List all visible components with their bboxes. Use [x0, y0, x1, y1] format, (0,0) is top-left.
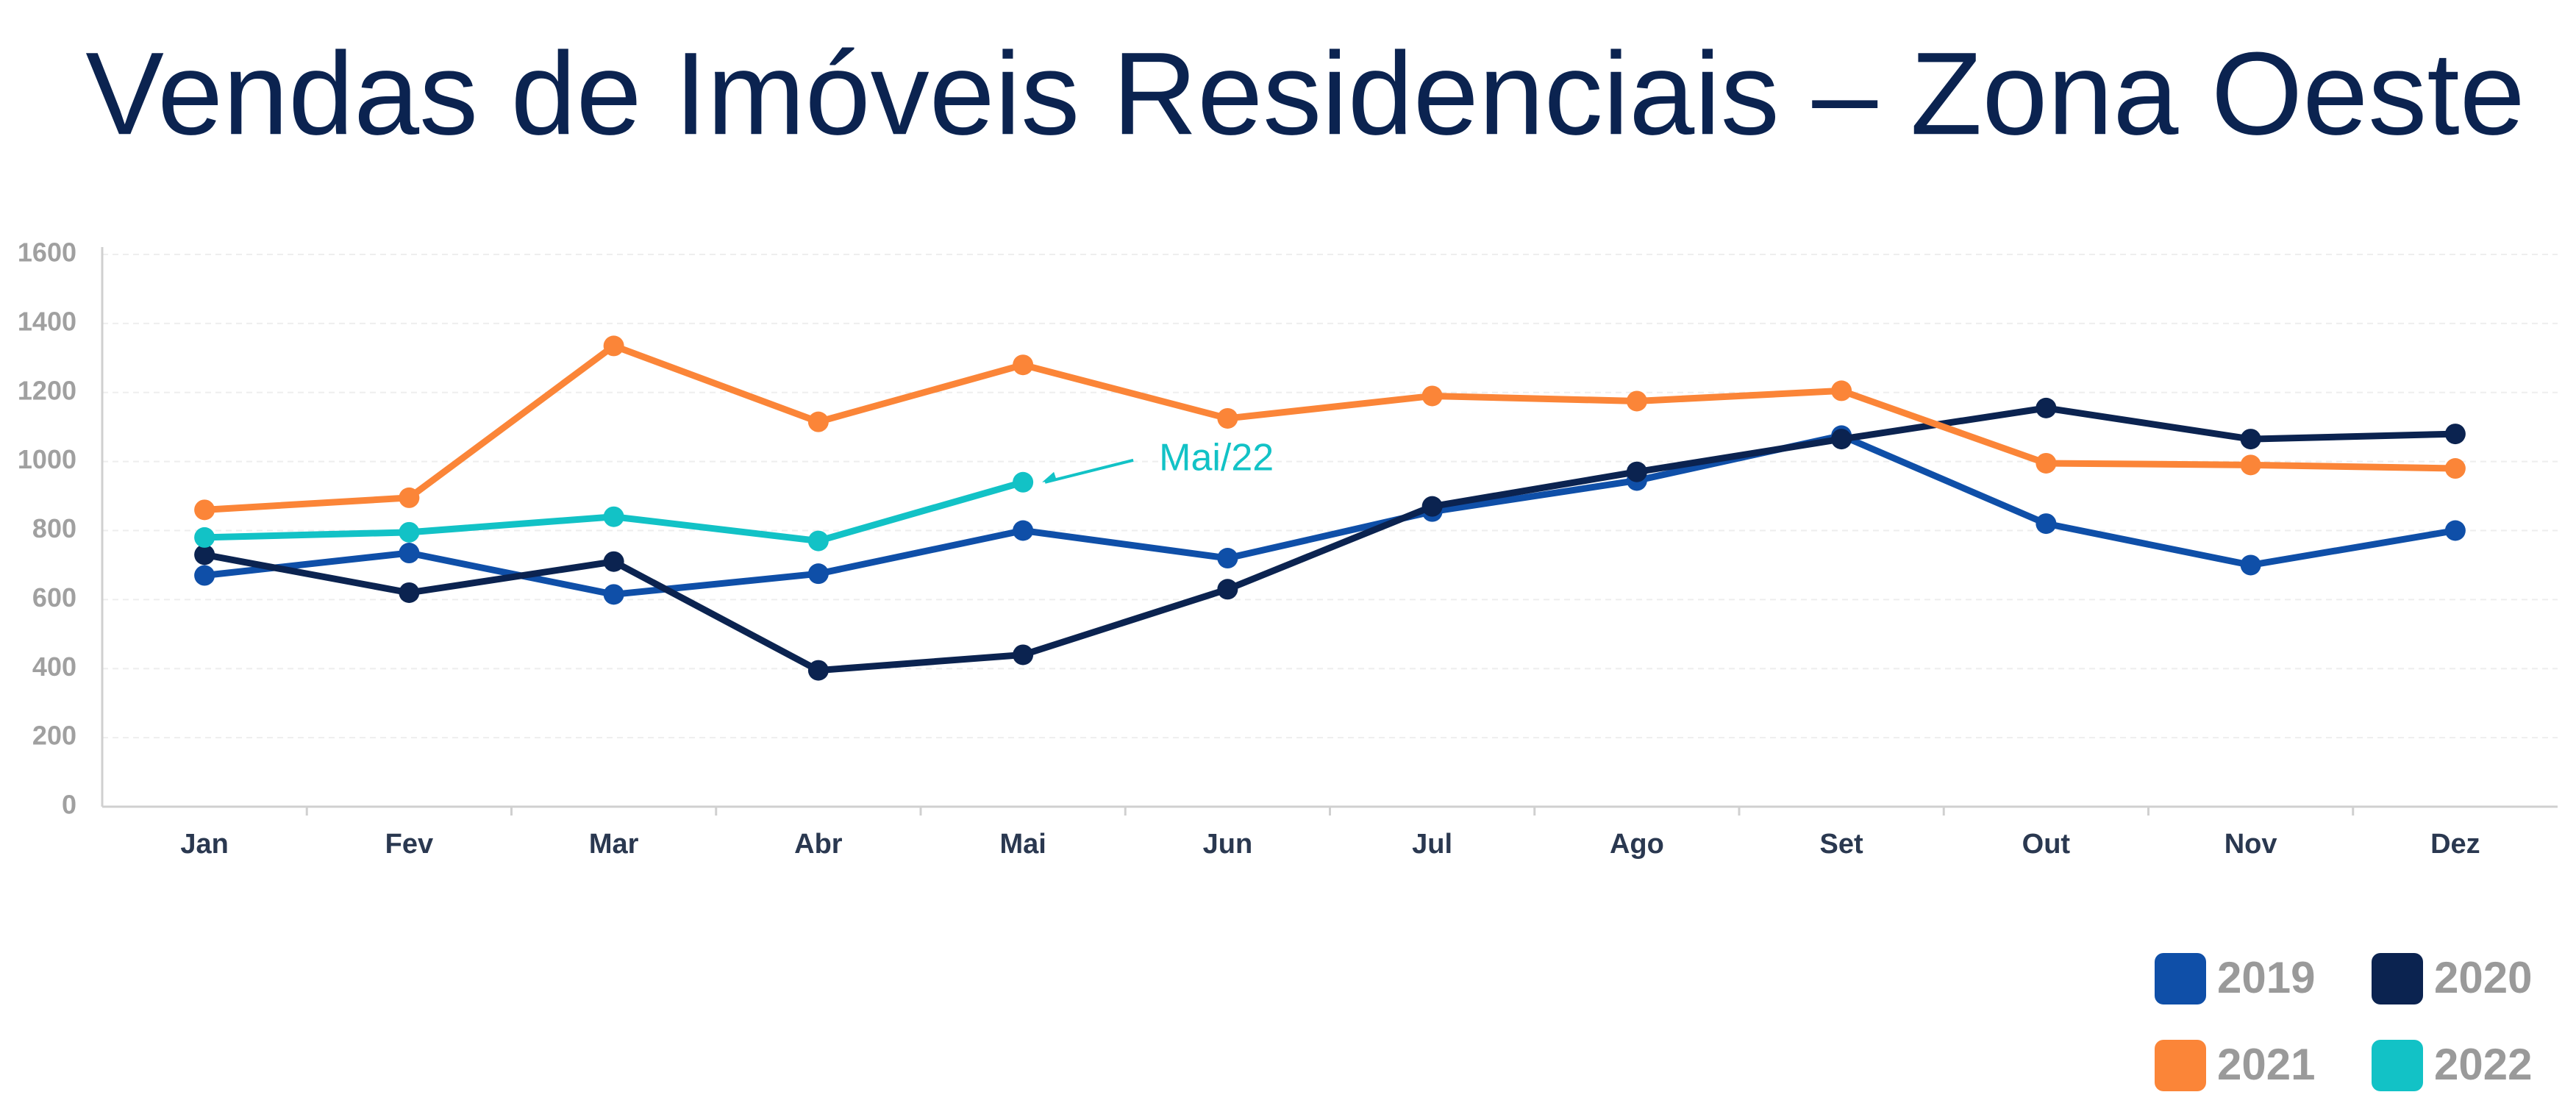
data-point	[399, 521, 420, 543]
series-line	[204, 404, 2455, 674]
y-tick-label: 800	[32, 513, 76, 543]
legend-label: 2021	[2217, 1040, 2315, 1089]
x-tick-label: Ago	[1610, 829, 1664, 860]
x-tick-label: Nov	[2224, 829, 2277, 860]
x-tick-label: Jun	[1203, 829, 1253, 860]
y-tick-label: 1400	[18, 306, 76, 336]
y-tick-label: 1600	[18, 238, 76, 268]
series-line	[204, 432, 2456, 598]
y-tick-label: 200	[32, 721, 76, 751]
annotation: Mai/22	[1159, 437, 1274, 479]
data-point	[603, 335, 624, 357]
data-point	[2240, 429, 2261, 450]
data-point	[2444, 520, 2466, 541]
legend-label: 2020	[2434, 953, 2532, 1002]
data-point	[1421, 496, 1443, 517]
legend-label: 2022	[2434, 1040, 2532, 1089]
data-point	[194, 544, 215, 565]
data-point	[2444, 458, 2466, 479]
data-point	[194, 499, 215, 521]
data-point	[807, 411, 829, 432]
data-point	[2036, 452, 2057, 474]
data-point	[1013, 644, 1034, 665]
data-point	[807, 563, 829, 585]
legend-swatch	[2155, 1040, 2206, 1091]
y-tick-label: 600	[32, 582, 76, 613]
x-tick-label: Mar	[589, 829, 639, 860]
data-point	[194, 565, 215, 586]
chart-title: Vendas de Imóveis Residenciais – Zona Oe…	[85, 27, 2525, 159]
data-point	[603, 506, 624, 527]
x-tick-label: Mai	[999, 829, 1046, 860]
x-tick-label: Out	[2022, 829, 2071, 860]
data-point	[1421, 385, 1443, 407]
data-point	[1831, 380, 1852, 402]
series-line	[204, 342, 2455, 513]
x-tick-label: Abr	[794, 829, 843, 860]
x-tick-label: Dez	[2430, 829, 2480, 860]
data-point	[2240, 554, 2261, 576]
y-tick-label: 0	[62, 790, 76, 820]
legend-swatch	[2372, 1040, 2423, 1091]
x-tick-label: Jan	[180, 829, 228, 860]
data-point	[194, 527, 215, 548]
data-point	[2444, 424, 2466, 445]
data-point	[1626, 390, 1647, 412]
x-tick-label: Fev	[385, 829, 433, 860]
legend-label: 2019	[2217, 953, 2315, 1002]
data-point	[807, 660, 829, 681]
annotation-arrow	[1044, 458, 1134, 484]
legend-swatch	[2372, 953, 2423, 1004]
data-point	[1831, 429, 1852, 450]
legend-swatch	[2155, 953, 2206, 1004]
data-point	[1013, 520, 1034, 541]
data-point	[603, 551, 624, 572]
x-tick-label: Set	[1820, 829, 1863, 860]
data-point	[2036, 397, 2057, 418]
data-point	[2036, 513, 2057, 535]
data-point	[399, 487, 420, 508]
data-point	[2240, 454, 2261, 476]
data-point	[603, 584, 624, 605]
data-point	[399, 543, 420, 564]
data-point	[1013, 471, 1034, 493]
y-tick-label: 400	[32, 652, 76, 682]
data-point	[1217, 548, 1238, 569]
data-point	[1013, 354, 1034, 376]
x-tick-label: Jul	[1412, 829, 1452, 860]
data-point	[807, 530, 829, 552]
y-tick-label: 1200	[18, 375, 76, 405]
y-tick-label: 1000	[18, 444, 76, 474]
data-point	[399, 582, 420, 603]
data-point	[1217, 579, 1238, 600]
data-point	[1626, 461, 1647, 482]
data-point	[1217, 407, 1238, 429]
annotation-arrowhead	[1042, 471, 1057, 482]
